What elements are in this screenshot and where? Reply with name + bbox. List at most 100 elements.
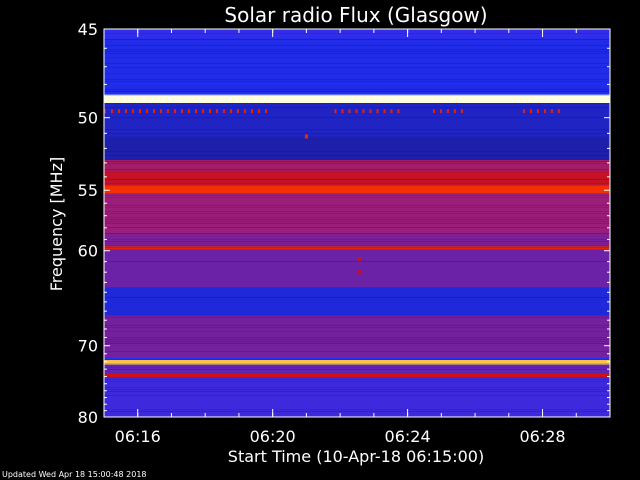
texture-line <box>104 39 610 40</box>
burst-mark <box>209 109 211 114</box>
burst-mark <box>265 109 267 114</box>
x-tick-label: 06:28 <box>519 427 565 446</box>
texture-line <box>104 387 610 388</box>
texture-line <box>104 195 610 196</box>
texture-line <box>104 261 610 262</box>
texture-line <box>104 339 610 340</box>
texture-line <box>104 103 610 104</box>
texture-line <box>104 45 610 46</box>
texture-line <box>104 359 610 360</box>
y-tick-label: 60 <box>78 242 98 261</box>
texture-line <box>104 409 610 410</box>
texture-line <box>104 411 610 412</box>
burst-mark <box>529 109 532 114</box>
burst-mark <box>132 109 134 114</box>
burst-mark <box>522 109 525 114</box>
texture-line <box>104 185 610 186</box>
frequency-band <box>104 364 610 374</box>
burst-mark <box>557 109 560 114</box>
burst-mark <box>355 109 358 114</box>
burst-mark <box>536 109 539 114</box>
texture-line <box>104 183 610 184</box>
texture-line <box>104 219 610 220</box>
frequency-band <box>104 373 610 379</box>
texture-line <box>104 129 610 130</box>
texture-line <box>104 63 610 64</box>
burst-mark <box>432 109 435 114</box>
y-tick-label: 50 <box>78 109 98 128</box>
texture-line <box>104 241 610 242</box>
texture-line <box>104 337 610 338</box>
texture-line <box>104 391 610 392</box>
burst-mark <box>230 109 232 114</box>
burst-mark <box>188 109 190 114</box>
burst-mark <box>237 109 239 114</box>
texture-line <box>104 395 610 396</box>
texture-line <box>104 205 610 206</box>
texture-line <box>104 351 610 352</box>
texture-line <box>104 193 610 194</box>
x-axis-label: Start Time (10-Apr-18 06:15:00) <box>228 447 484 466</box>
frequency-band <box>104 184 610 195</box>
frequency-band <box>104 29 610 39</box>
texture-line <box>104 213 610 214</box>
frequency-band <box>104 94 610 104</box>
frequency-band <box>104 246 610 250</box>
texture-line <box>104 341 610 342</box>
x-tick-label: 06:20 <box>250 427 296 446</box>
texture-line <box>104 133 610 134</box>
burst-mark <box>118 109 120 114</box>
texture-line <box>104 95 610 96</box>
burst-mark <box>397 109 400 114</box>
texture-line <box>104 223 610 224</box>
texture-line <box>104 67 610 68</box>
texture-line <box>104 107 610 108</box>
chart-title: Solar radio Flux (Glasgow) <box>224 3 487 27</box>
plot-frame <box>103 28 611 418</box>
texture-line <box>104 343 610 344</box>
burst-mark <box>244 109 246 114</box>
burst-mark <box>167 109 169 114</box>
burst-mark <box>174 109 176 114</box>
burst-mark <box>202 109 204 114</box>
burst-mark <box>446 109 449 114</box>
burst-mark <box>104 109 106 114</box>
burst-mark <box>341 109 344 114</box>
burst-spot <box>304 134 308 139</box>
texture-line <box>104 245 610 246</box>
texture-line <box>104 161 610 162</box>
burst-mark <box>160 109 162 114</box>
texture-line <box>104 317 610 318</box>
texture-line <box>104 197 610 198</box>
texture-line <box>104 325 610 326</box>
texture-line <box>104 117 610 118</box>
texture-line <box>104 89 610 90</box>
y-tick-label: 70 <box>78 337 98 356</box>
texture-line <box>104 243 610 244</box>
updated-timestamp: Updated Wed Apr 18 15:00:48 2018 <box>2 470 147 479</box>
frequency-band <box>104 233 610 247</box>
frequency-band <box>104 103 610 137</box>
y-axis-label: Frequency [MHz] <box>47 157 66 291</box>
burst-mark <box>216 109 218 114</box>
burst-mark <box>362 109 365 114</box>
x-tick-label: 06:16 <box>115 427 161 446</box>
texture-line <box>104 369 610 370</box>
texture-line <box>104 81 610 82</box>
burst-mark <box>550 109 553 114</box>
burst-mark <box>258 109 260 114</box>
frequency-band <box>104 360 610 365</box>
frequency-band <box>104 249 610 288</box>
texture-line <box>104 297 610 298</box>
burst-spot <box>358 270 362 275</box>
burst-mark <box>348 109 351 114</box>
y-tick-label: 45 <box>78 20 98 39</box>
texture-line <box>104 327 610 328</box>
x-tick-label: 06:24 <box>385 427 431 446</box>
frequency-band <box>104 378 610 417</box>
texture-line <box>104 57 610 58</box>
texture-line <box>104 155 610 156</box>
texture-line <box>104 53 610 54</box>
y-tick-label: 80 <box>78 408 98 427</box>
